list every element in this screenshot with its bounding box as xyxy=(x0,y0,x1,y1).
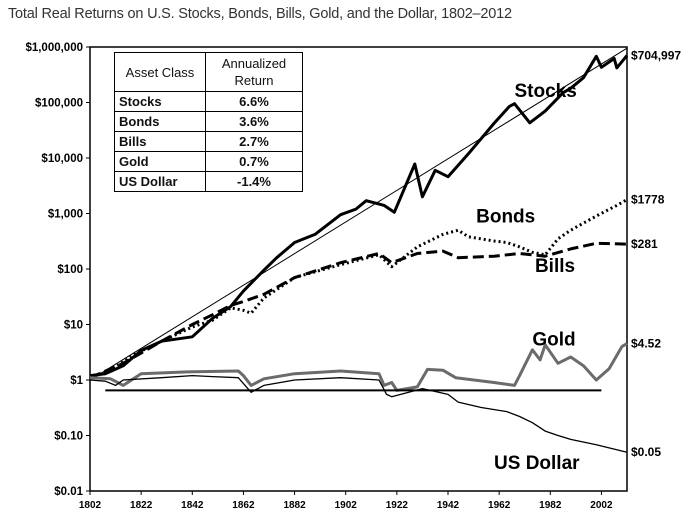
x-tick-label: 1922 xyxy=(386,500,409,511)
y-tick-label: $1 xyxy=(70,375,83,387)
x-tick-label: 1962 xyxy=(488,500,511,511)
series-line-gold xyxy=(89,342,628,392)
x-tick-label: 1942 xyxy=(437,500,460,511)
asset-cell: Bonds xyxy=(114,111,206,132)
return-cell: 0.7% xyxy=(205,151,303,172)
x-tick-label: 1902 xyxy=(335,500,358,511)
table-row: US Dollar -1.4% xyxy=(114,171,303,192)
end-value-label-stocks: $704,997 xyxy=(631,48,681,62)
y-tick-label: $1,000,000 xyxy=(25,42,83,54)
end-value-label-us-dollar: $0.05 xyxy=(631,445,661,459)
series-line-trend xyxy=(89,47,628,381)
x-tick-label: 1882 xyxy=(283,500,306,511)
series-line-us-dollar xyxy=(89,374,628,453)
return-cell: 3.6% xyxy=(205,111,303,132)
x-tick-label: 1862 xyxy=(232,500,255,511)
y-tick-label: $0.01 xyxy=(54,486,83,498)
header-annualized-return: Annualized Return xyxy=(205,52,303,92)
y-tick-label: $1,000 xyxy=(48,209,83,221)
table-row: Bonds 3.6% xyxy=(114,111,303,132)
y-tick-label: $10,000 xyxy=(41,153,83,165)
end-value-label-gold: $4.52 xyxy=(631,337,661,351)
series-label-stocks: Stocks xyxy=(514,81,576,102)
end-value-label-bonds: $1778 xyxy=(631,193,665,207)
x-tick-label: 1982 xyxy=(539,500,562,511)
x-tick-label: 1802 xyxy=(79,500,102,511)
series-line-stocks xyxy=(89,54,629,378)
series-label-bonds: Bonds xyxy=(476,207,535,228)
x-tick-label: 1842 xyxy=(181,500,204,511)
header-asset-class: Asset Class xyxy=(114,52,206,92)
chart-title: Total Real Returns on U.S. Stocks, Bonds… xyxy=(8,6,512,22)
series-line-bills xyxy=(89,241,628,380)
table-row: Gold 0.7% xyxy=(114,151,303,172)
y-tick-label: $100 xyxy=(57,264,83,276)
return-cell: 6.6% xyxy=(205,91,303,112)
asset-cell: Stocks xyxy=(114,91,206,112)
return-cell: -1.4% xyxy=(205,171,303,192)
returns-table: Asset Class Annualized Return Stocks 6.6… xyxy=(114,52,303,192)
table-row: Bills 2.7% xyxy=(114,131,303,152)
end-value-label-bills: $281 xyxy=(631,237,658,251)
asset-cell: US Dollar xyxy=(114,171,206,192)
y-tick-label: $0.10 xyxy=(54,431,83,443)
series-label-us-dollar: US Dollar xyxy=(494,453,580,474)
return-cell: 2.7% xyxy=(205,131,303,152)
series-line-bonds xyxy=(89,198,628,380)
table-header-row: Asset Class Annualized Return xyxy=(114,52,303,92)
table-row: Stocks 6.6% xyxy=(114,91,303,112)
x-tick-label: 1822 xyxy=(130,500,153,511)
series-label-gold: Gold xyxy=(532,330,575,351)
asset-cell: Bills xyxy=(114,131,206,152)
y-tick-label: $10 xyxy=(64,320,83,332)
y-tick-label: $100,000 xyxy=(35,98,83,110)
asset-cell: Gold xyxy=(114,151,206,172)
series-label-bills: Bills xyxy=(535,256,575,277)
x-tick-label: 2002 xyxy=(590,500,613,511)
